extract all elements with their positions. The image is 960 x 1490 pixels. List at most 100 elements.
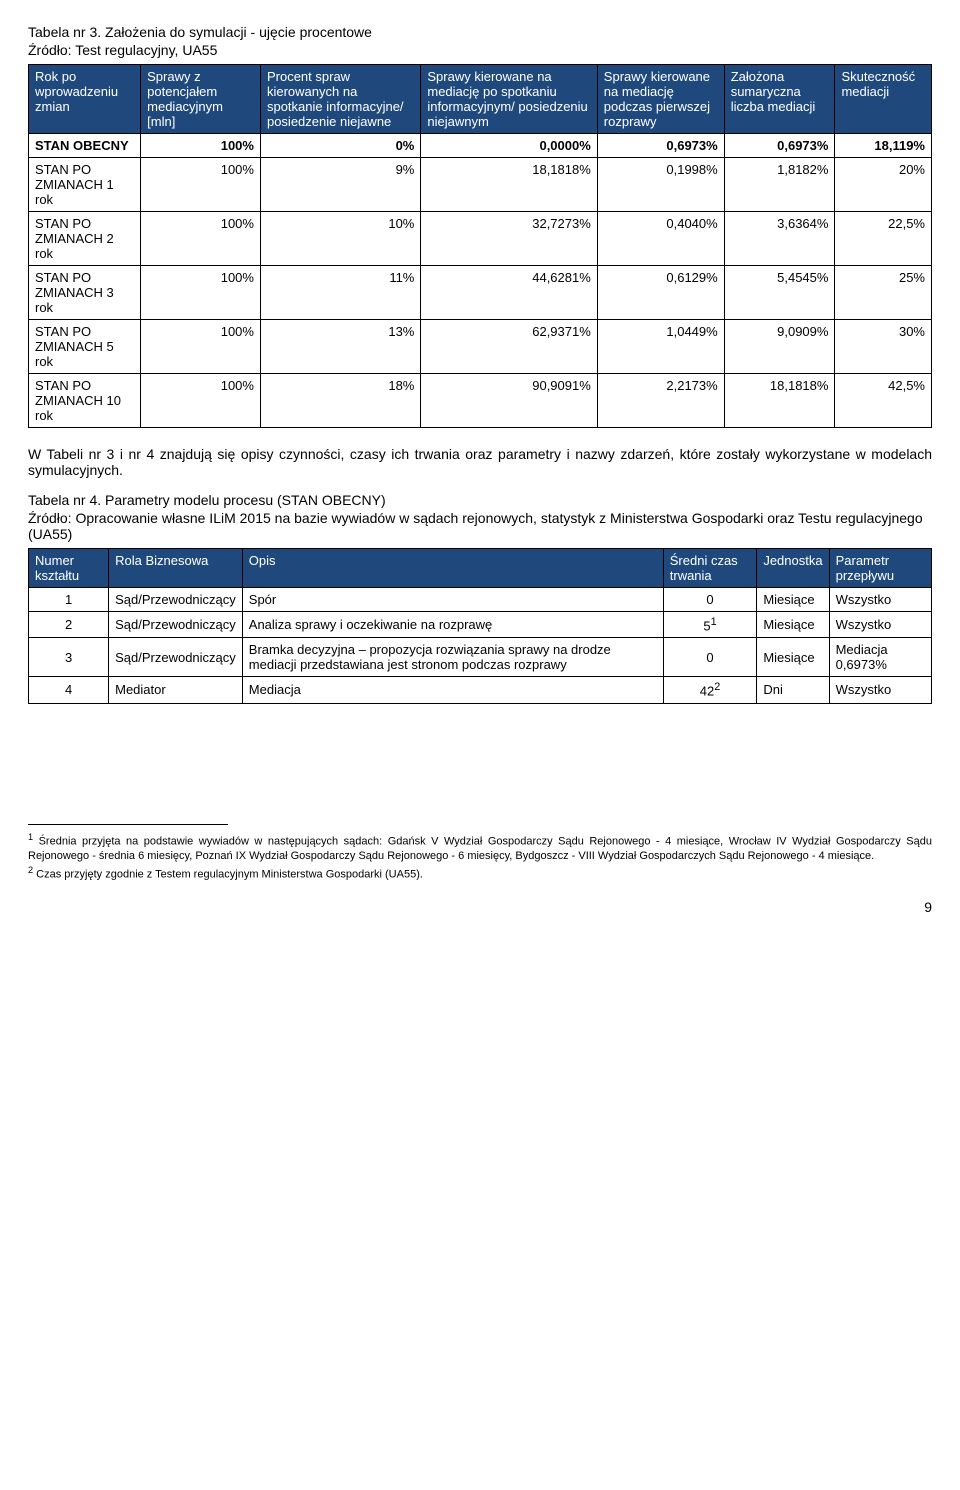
t2-h3: Średni czas trwania bbox=[663, 549, 757, 588]
t1-h0: Rok po wprowadzeniu zmian bbox=[29, 65, 141, 134]
row-label: STAN PO ZMIANACH 5 rok bbox=[29, 320, 141, 374]
table-row: 1Sąd/PrzewodniczącySpór0MiesiąceWszystko bbox=[29, 588, 932, 612]
t1-h1: Sprawy z potencjałem mediacyjnym [mln] bbox=[141, 65, 261, 134]
footnote-2: 2 Czas przyjęty zgodnie z Testem regulac… bbox=[28, 864, 932, 883]
cell: 11% bbox=[260, 266, 420, 320]
table1-source: Źródło: Test regulacyjny, UA55 bbox=[28, 42, 932, 58]
cell: 100% bbox=[141, 266, 261, 320]
table-row: STAN OBECNY100%0%0,0000%0,6973%0,6973%18… bbox=[29, 134, 932, 158]
cell: 9,0909% bbox=[724, 320, 835, 374]
cell: 18% bbox=[260, 374, 420, 428]
cell: 30% bbox=[835, 320, 932, 374]
cell-unit: Miesiące bbox=[757, 638, 829, 677]
table-row: 4MediatorMediacja422DniWszystko bbox=[29, 677, 932, 703]
cell-desc: Mediacja bbox=[242, 677, 663, 703]
table-row: STAN PO ZMIANACH 2 rok100%10%32,7273%0,4… bbox=[29, 212, 932, 266]
cell: 13% bbox=[260, 320, 420, 374]
cell: 100% bbox=[141, 374, 261, 428]
t2-h5: Parametr przepływu bbox=[829, 549, 931, 588]
cell: 44,6281% bbox=[421, 266, 597, 320]
cell-number: 4 bbox=[29, 677, 109, 703]
table-row: STAN PO ZMIANACH 1 rok100%9%18,1818%0,19… bbox=[29, 158, 932, 212]
paragraph-1: W Tabeli nr 3 i nr 4 znajdują się opisy … bbox=[28, 446, 932, 478]
cell-desc: Analiza sprawy i oczekiwanie na rozprawę bbox=[242, 612, 663, 638]
cell: 1,8182% bbox=[724, 158, 835, 212]
cell: 0,1998% bbox=[597, 158, 724, 212]
row-label: STAN PO ZMIANACH 2 rok bbox=[29, 212, 141, 266]
t1-h4: Sprawy kierowane na mediację podczas pie… bbox=[597, 65, 724, 134]
cell: 0,0000% bbox=[421, 134, 597, 158]
cell: 32,7273% bbox=[421, 212, 597, 266]
cell: 90,9091% bbox=[421, 374, 597, 428]
t2-h4: Jednostka bbox=[757, 549, 829, 588]
cell: 5,4545% bbox=[724, 266, 835, 320]
cell-time: 51 bbox=[663, 612, 757, 638]
cell-param: Wszystko bbox=[829, 588, 931, 612]
t1-h6: Skuteczność mediacji bbox=[835, 65, 932, 134]
t2-h1: Rola Biznesowa bbox=[109, 549, 243, 588]
cell-role: Sąd/Przewodniczący bbox=[109, 588, 243, 612]
cell: 42,5% bbox=[835, 374, 932, 428]
table1: Rok po wprowadzeniu zmian Sprawy z poten… bbox=[28, 64, 932, 428]
cell: 100% bbox=[141, 320, 261, 374]
table-row: 3Sąd/PrzewodniczącyBramka decyzyjna – pr… bbox=[29, 638, 932, 677]
cell-desc: Bramka decyzyjna – propozycja rozwiązani… bbox=[242, 638, 663, 677]
table-row: STAN PO ZMIANACH 5 rok100%13%62,9371%1,0… bbox=[29, 320, 932, 374]
cell: 0,6973% bbox=[724, 134, 835, 158]
table-row: 2Sąd/PrzewodniczącyAnaliza sprawy i ocze… bbox=[29, 612, 932, 638]
cell-unit: Dni bbox=[757, 677, 829, 703]
cell-number: 2 bbox=[29, 612, 109, 638]
cell-unit: Miesiące bbox=[757, 612, 829, 638]
footnotes: 1 Średnia przyjęta na podstawie wywiadów… bbox=[28, 831, 932, 883]
cell: 0,4040% bbox=[597, 212, 724, 266]
table2: Numer kształtu Rola Biznesowa Opis Średn… bbox=[28, 548, 932, 704]
footnote-2-text: Czas przyjęty zgodnie z Testem regulacyj… bbox=[33, 869, 423, 881]
table1-caption: Tabela nr 3. Założenia do symulacji - uj… bbox=[28, 24, 932, 40]
cell: 100% bbox=[141, 134, 261, 158]
cell-number: 3 bbox=[29, 638, 109, 677]
t1-h3: Sprawy kierowane na mediację po spotkani… bbox=[421, 65, 597, 134]
table-row: STAN PO ZMIANACH 10 rok100%18%90,9091%2,… bbox=[29, 374, 932, 428]
cell-param: Wszystko bbox=[829, 677, 931, 703]
cell-number: 1 bbox=[29, 588, 109, 612]
cell: 18,1818% bbox=[421, 158, 597, 212]
t2-h2: Opis bbox=[242, 549, 663, 588]
row-label: STAN PO ZMIANACH 10 rok bbox=[29, 374, 141, 428]
cell-time-sup: 2 bbox=[714, 681, 720, 693]
cell: 0,6973% bbox=[597, 134, 724, 158]
cell: 18,1818% bbox=[724, 374, 835, 428]
cell-role: Mediator bbox=[109, 677, 243, 703]
cell-time: 422 bbox=[663, 677, 757, 703]
table-row: STAN PO ZMIANACH 3 rok100%11%44,6281%0,6… bbox=[29, 266, 932, 320]
cell-time: 0 bbox=[663, 638, 757, 677]
page-number: 9 bbox=[28, 899, 932, 915]
row-label: STAN PO ZMIANACH 1 rok bbox=[29, 158, 141, 212]
t1-h5: Założona sumaryczna liczba mediacji bbox=[724, 65, 835, 134]
footnote-1: 1 Średnia przyjęta na podstawie wywiadów… bbox=[28, 831, 932, 864]
cell: 25% bbox=[835, 266, 932, 320]
t1-h2: Procent spraw kierowanych na spotkanie i… bbox=[260, 65, 420, 134]
cell-desc: Spór bbox=[242, 588, 663, 612]
cell-param: Wszystko bbox=[829, 612, 931, 638]
cell: 3,6364% bbox=[724, 212, 835, 266]
cell-time: 0 bbox=[663, 588, 757, 612]
footnote-separator bbox=[28, 824, 228, 825]
cell: 10% bbox=[260, 212, 420, 266]
table2-caption: Tabela nr 4. Parametry modelu procesu (S… bbox=[28, 492, 932, 508]
footnote-1-text: Średnia przyjęta na podstawie wywiadów w… bbox=[28, 835, 932, 862]
cell: 20% bbox=[835, 158, 932, 212]
table2-source: Źródło: Opracowanie własne ILiM 2015 na … bbox=[28, 510, 932, 542]
cell: 9% bbox=[260, 158, 420, 212]
cell-unit: Miesiące bbox=[757, 588, 829, 612]
t2-h0: Numer kształtu bbox=[29, 549, 109, 588]
cell: 100% bbox=[141, 212, 261, 266]
cell: 0% bbox=[260, 134, 420, 158]
row-label: STAN OBECNY bbox=[29, 134, 141, 158]
cell: 18,119% bbox=[835, 134, 932, 158]
cell: 1,0449% bbox=[597, 320, 724, 374]
cell: 0,6129% bbox=[597, 266, 724, 320]
row-label: STAN PO ZMIANACH 3 rok bbox=[29, 266, 141, 320]
cell: 2,2173% bbox=[597, 374, 724, 428]
cell-role: Sąd/Przewodniczący bbox=[109, 638, 243, 677]
cell: 62,9371% bbox=[421, 320, 597, 374]
